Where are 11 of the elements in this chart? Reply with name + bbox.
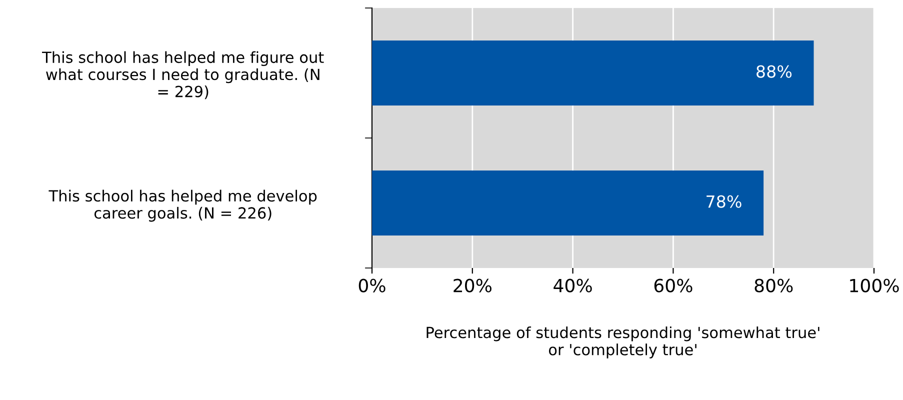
x-tick-label: 80% (754, 278, 793, 292)
data-label: 78% (706, 195, 742, 208)
x-axis-title: Percentage of students responding 'somewhat true' or 'completely true' (426, 326, 820, 358)
x-tick-label: 60% (654, 278, 692, 292)
y-tick-label: This school has helped me develop career goals. (N = 226) (48, 190, 317, 222)
x-tick-label: 100% (850, 278, 899, 292)
x-tick-label: 40% (554, 278, 592, 292)
y-tick-label: This school has helped me figure out what courses I need to graduate. (N = 229) (42, 51, 324, 100)
data-label: 88% (756, 65, 792, 78)
x-tick-label: 20% (454, 278, 492, 292)
x-tick-label: 0% (358, 278, 386, 292)
